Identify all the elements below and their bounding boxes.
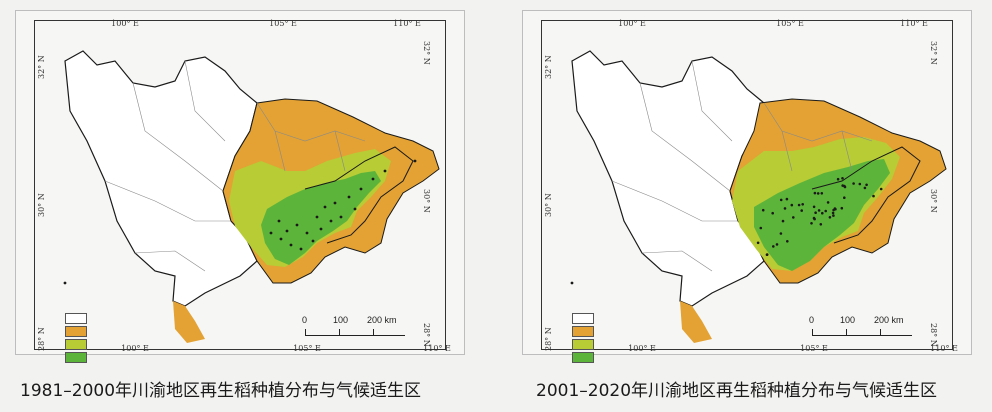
- planting-point: [797, 203, 801, 207]
- bottom-tick-110e: 110° E: [423, 344, 451, 353]
- planting-point: [824, 209, 827, 213]
- legend: [65, 313, 87, 365]
- scale-label-0: 0: [302, 315, 308, 325]
- bottom-tick-105e: 105° E: [800, 344, 828, 353]
- planting-point: [831, 211, 835, 215]
- scale-bar: 0 100 200 km: [809, 315, 912, 336]
- planting-point: [832, 214, 835, 217]
- legend-swatch-low: [65, 326, 87, 337]
- map-frame: 100° E 105° E 110° E 100° E 105° E 110° …: [541, 19, 958, 363]
- bottom-tick-110e: 110° E: [930, 344, 958, 353]
- planting-point: [792, 216, 795, 219]
- planting-point: [781, 219, 785, 223]
- planting-point: [843, 196, 846, 199]
- scale-label-100: 100: [840, 315, 856, 325]
- scale-bar: 0 100 200 km: [302, 315, 405, 336]
- top-tick-110e: 110° E: [393, 19, 421, 28]
- planting-point: [843, 185, 847, 189]
- planting-point: [814, 211, 817, 214]
- caption-2001-2020: 2001–2020年川渝地区再生稻种植分布与气候适生区: [536, 381, 938, 401]
- planting-point: [817, 209, 821, 212]
- planting-point: [800, 209, 803, 212]
- zone-high-suitability: [754, 159, 890, 271]
- map-frame: 100° E 105° E 110° E 100° E 105° E 110° …: [34, 19, 451, 363]
- planting-point: [813, 191, 817, 195]
- planting-point: [865, 183, 868, 187]
- zone-south-patch: [680, 301, 712, 343]
- map-panel-1981-2000: 100° E 105° E 110° E 100° E 105° E 110° …: [15, 10, 465, 363]
- legend-swatch-low: [572, 326, 594, 337]
- planting-point: [833, 207, 837, 210]
- top-tick-100e: 100° E: [111, 19, 139, 28]
- planting-point: [816, 192, 820, 195]
- planting-point: [756, 241, 760, 245]
- planting-point: [812, 205, 816, 209]
- planting-point: [821, 211, 824, 215]
- suitability-map: [570, 50, 947, 343]
- chongqing-boundary: [304, 146, 414, 244]
- planting-point: [819, 223, 823, 226]
- bottom-tick-105e: 105° E: [293, 344, 321, 353]
- planting-point: [812, 216, 816, 220]
- planting-point: [858, 182, 862, 186]
- map-panel-2001-2020: 100° E 105° E 110° E 100° E 105° E 110° …: [522, 10, 972, 363]
- scale-label-200: 200 km: [874, 315, 904, 325]
- planting-point: [775, 243, 779, 246]
- bottom-tick-100e: 100° E: [121, 344, 149, 353]
- planting-point: [785, 197, 789, 201]
- top-tick-105e: 105° E: [269, 19, 297, 28]
- bottom-tick-100e: 100° E: [628, 344, 656, 353]
- planting-point: [820, 192, 824, 195]
- planting-point: [836, 177, 840, 181]
- planting-point: [863, 186, 867, 190]
- legend-swatch-medium: [65, 339, 87, 350]
- legend-swatch-unsuitable: [572, 313, 594, 324]
- top-tick-110e: 110° E: [900, 19, 928, 28]
- planting-point: [765, 253, 769, 256]
- planting-point: [570, 281, 574, 285]
- scale-label-200: 200 km: [367, 315, 397, 325]
- scale-label-0: 0: [809, 315, 815, 325]
- planting-point: [779, 198, 783, 202]
- planting-point: [771, 211, 774, 215]
- planting-points: [570, 177, 883, 285]
- top-tick-105e: 105° E: [776, 19, 804, 28]
- caption-1981-2000: 1981–2000年川渝地区再生稻种植分布与气候适生区: [20, 381, 422, 401]
- legend-swatch-high: [572, 352, 594, 363]
- planting-point: [841, 184, 844, 187]
- planting-point: [783, 207, 787, 210]
- legend-swatch-medium: [572, 339, 594, 350]
- legend-swatch-high: [65, 352, 87, 363]
- planting-point: [790, 203, 794, 207]
- planting-point: [779, 232, 783, 235]
- zone-high-suitability: [261, 171, 381, 265]
- top-tick-100e: 100° E: [618, 19, 646, 28]
- planting-point: [801, 203, 804, 206]
- suitability-map: [63, 50, 440, 343]
- zone-south-patch: [173, 301, 205, 343]
- planting-point: [826, 201, 830, 204]
- planting-point: [761, 208, 765, 212]
- planting-point: [786, 240, 789, 243]
- county-lines: [611, 60, 873, 272]
- planting-point: [810, 222, 813, 225]
- planting-point: [759, 226, 763, 230]
- scale-label-100: 100: [333, 315, 349, 325]
- planting-point: [772, 245, 775, 248]
- planting-point: [872, 194, 875, 198]
- planting-point: [841, 177, 844, 180]
- planting-points: [63, 159, 417, 285]
- legend-swatch-unsuitable: [65, 313, 87, 324]
- planting-point: [840, 206, 844, 210]
- planting-point: [879, 187, 883, 191]
- chongqing-boundary: [811, 146, 921, 244]
- legend: [572, 313, 594, 365]
- planting-point: [852, 182, 855, 185]
- county-lines: [104, 60, 366, 272]
- planting-point: [828, 216, 832, 219]
